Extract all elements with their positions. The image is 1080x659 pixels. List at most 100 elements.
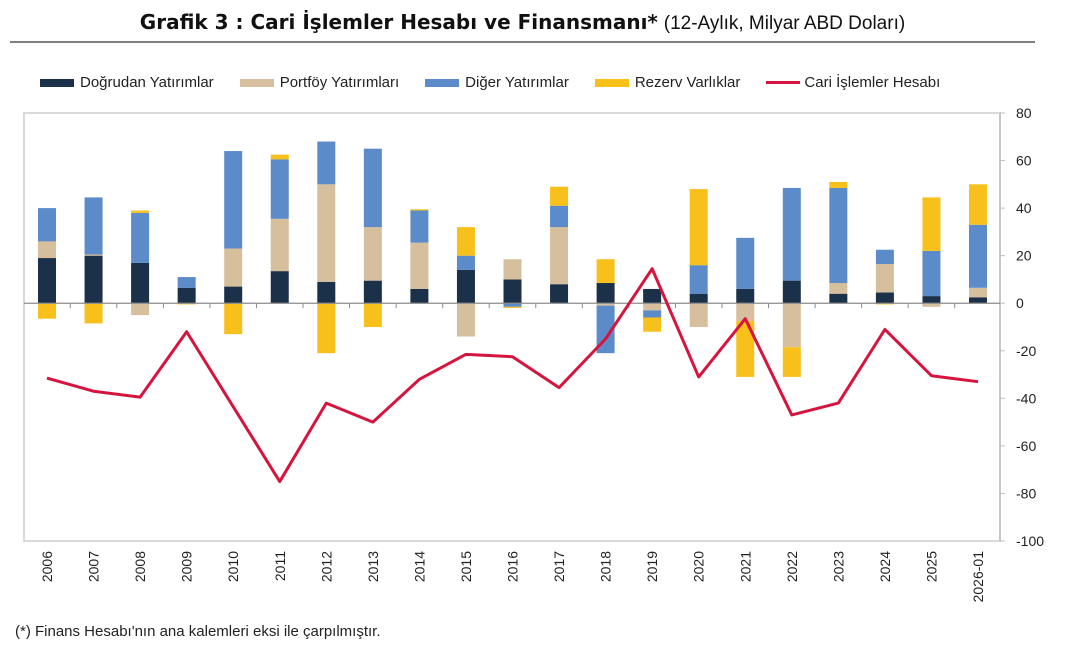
bar-segment [503, 279, 522, 304]
bar-segment [317, 303, 336, 354]
bar-segment [38, 208, 56, 242]
legend-label: Diğer Yatırımlar [465, 74, 569, 91]
chart-title-main: Grafik 3 : Cari İşlemler Hesabı ve Finan… [139, 10, 658, 34]
bar-segment [969, 297, 987, 304]
bar-segment [363, 280, 382, 304]
legend-label: Doğrudan Yatırımlar [80, 74, 214, 91]
bar-segment [689, 293, 708, 304]
bar-segment [84, 255, 103, 304]
bar-segment [736, 288, 755, 304]
bar-segment [550, 205, 569, 228]
y-tick-label: -40 [1016, 390, 1036, 406]
legend-item: Portföy Yatırımları [239, 74, 400, 91]
line-series-cari-islemler [46, 267, 979, 484]
x-tick-label: 2009 [179, 551, 195, 582]
bar-segment [829, 293, 848, 304]
legend-swatch [239, 78, 274, 87]
chart-subtitle: (12-Aylık, Milyar ABD Doları) [663, 13, 906, 34]
footnote: (*) Finans Hesabı'nın ana kalemleri eksi… [15, 623, 381, 640]
bar-segment [456, 255, 475, 270]
bar-segment [503, 306, 522, 308]
bar-segment [922, 197, 941, 251]
bar-segment [689, 303, 708, 327]
bar-segment [363, 303, 382, 327]
legend-swatch [40, 78, 74, 87]
bar-segment [224, 151, 243, 249]
bar-segment [596, 305, 615, 354]
legend-swatch [766, 81, 801, 84]
bar-segment [736, 303, 755, 322]
bar-segment [689, 189, 708, 266]
bar-segment [410, 210, 429, 243]
x-tick-label: 2020 [691, 551, 707, 582]
bar-segment [317, 184, 336, 282]
bar-segment [270, 154, 289, 160]
x-tick-label: 2017 [551, 551, 567, 582]
x-tick-label: 2023 [830, 551, 846, 582]
chart-title: Grafik 3 : Cari İşlemler Hesabı ve Finan… [0, 10, 1045, 35]
x-tick-label: 2019 [644, 551, 660, 582]
bar-segment [131, 303, 150, 316]
bar-segment [410, 288, 429, 304]
bar-segment [643, 303, 662, 311]
bar-segment [875, 263, 894, 293]
y-tick-label: -60 [1016, 438, 1036, 454]
bar-segment [503, 303, 522, 307]
bar-segment [456, 269, 475, 304]
bar-segment [922, 296, 941, 304]
legend-swatch [425, 78, 460, 87]
bar-segment [782, 347, 801, 377]
bar-segment [969, 184, 987, 225]
y-tick-label: 20 [1016, 248, 1032, 264]
bar-segment [643, 288, 662, 304]
bar-segment [131, 210, 150, 213]
bar-segment [875, 249, 894, 264]
bar-segment [689, 265, 708, 294]
legend-item: Rezerv Varlıklar [594, 74, 740, 91]
x-tick-label: 2006 [39, 551, 55, 582]
x-tick-label: 2015 [458, 551, 474, 582]
bar-segment [922, 303, 941, 307]
bar-segment [317, 141, 336, 185]
bar-segment [177, 287, 196, 304]
x-tick-label: 2011 [272, 551, 288, 581]
bar-segment [503, 259, 522, 280]
y-tick-label: -20 [1016, 343, 1036, 359]
bar-segment [456, 303, 475, 337]
bar-segment [38, 303, 56, 319]
bar-segment [410, 209, 429, 211]
bar-segment [829, 187, 848, 284]
bar-segment [782, 303, 801, 348]
y-tick-label: 0 [1016, 295, 1024, 311]
x-tick-label: 2014 [411, 551, 427, 582]
legend-item: Cari İşlemler Hesabı [766, 74, 940, 91]
bar-segment [456, 227, 475, 256]
bar-segment [596, 259, 615, 284]
bar-segment [177, 277, 196, 288]
bar-segment [317, 281, 336, 304]
bar-segment [410, 242, 429, 289]
bar-segment [596, 283, 615, 304]
legend-swatch [594, 78, 629, 87]
bar-segment [270, 271, 289, 304]
bar-segment [224, 286, 243, 304]
x-tick-label: 2025 [923, 551, 939, 582]
bar-segment [736, 321, 755, 377]
bar-segment [829, 181, 848, 188]
bar-segment [969, 287, 987, 298]
bar-segment [131, 212, 150, 263]
bar-segment [224, 303, 243, 335]
x-tick-label: 2022 [784, 551, 800, 582]
y-tick-label: -80 [1016, 485, 1036, 501]
bar-segment [550, 227, 569, 285]
bar-segment [84, 197, 103, 255]
bar-segment [84, 254, 103, 256]
plot-frame [23, 112, 1001, 542]
legend-item: Doğrudan Yatırımlar [40, 74, 214, 91]
bar-segment [643, 310, 662, 318]
x-tick-label: 2007 [86, 551, 102, 582]
x-tick-label: 2013 [365, 551, 381, 582]
legend-label: Portföy Yatırımları [279, 74, 400, 91]
title-underline [10, 41, 1035, 43]
